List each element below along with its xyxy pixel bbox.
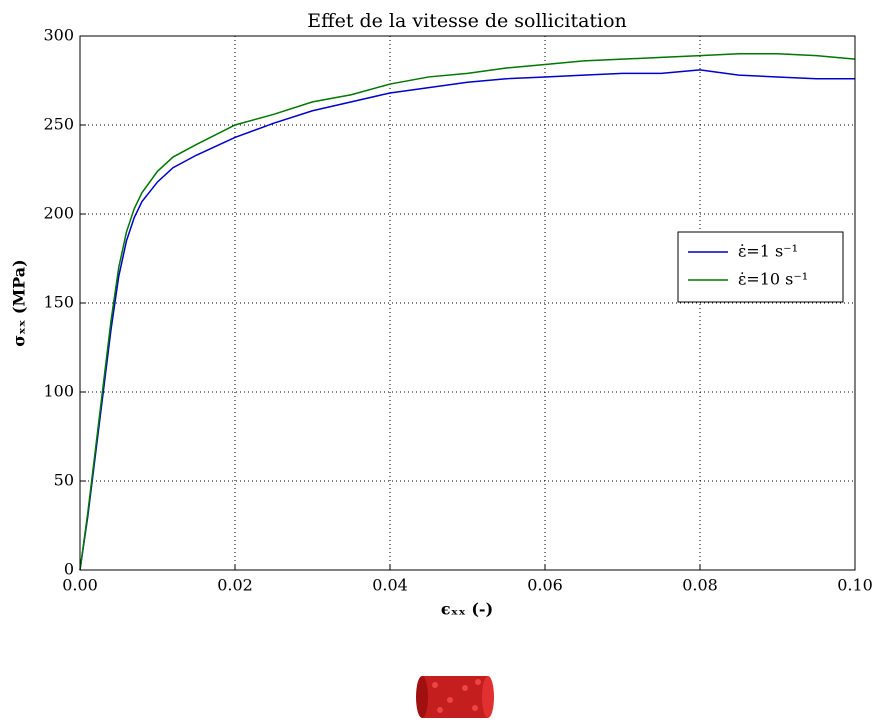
legend-label: ε̇=1 s⁻¹ [738, 242, 798, 261]
y-tick-label: 200 [43, 204, 74, 223]
chart-title: Effet de la vitesse de sollicitation [307, 10, 627, 32]
y-tick-label: 150 [43, 293, 74, 312]
plot-frame [79, 35, 856, 571]
x-tick-label: 0.00 [62, 576, 98, 595]
x-tick-label: 0.08 [682, 576, 718, 595]
y-tick-label: 0 [64, 560, 74, 579]
y-axis-label: σₓₓ (MPa) [10, 259, 29, 346]
y-tick-label: 300 [43, 26, 74, 45]
y-tick-label: 50 [54, 471, 74, 490]
legend-box [677, 231, 844, 303]
y-tick-label: 100 [43, 382, 74, 401]
x-tick-label: 0.04 [372, 576, 408, 595]
sample-cylinder [416, 676, 494, 718]
x-tick-label: 0.02 [217, 576, 253, 595]
x-tick-label: 0.06 [527, 576, 563, 595]
line-series [79, 53, 856, 571]
legend-label: ε̇=10 s⁻¹ [738, 270, 808, 289]
legend: ε̇=1 s⁻¹ ε̇=10 s⁻¹ [677, 231, 844, 303]
line-series [79, 69, 855, 571]
x-axis-label: ϵₓₓ (-) [441, 600, 493, 619]
y-tick-label: 250 [43, 115, 74, 134]
x-tick-label: 0.10 [837, 576, 873, 595]
